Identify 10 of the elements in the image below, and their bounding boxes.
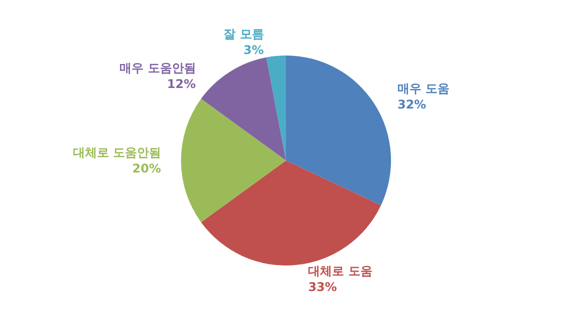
slice-label: 매우 도움 (397, 82, 450, 96)
slice-label: 매우 도움안됨 (120, 61, 196, 76)
data-label: 33% (308, 280, 337, 294)
data-label: 32% (397, 98, 426, 112)
slice-label: 대체로 도움안됨 (72, 146, 161, 160)
data-label: 20% (132, 162, 161, 176)
data-label: 12% (167, 77, 196, 92)
slice-label: 대체로 도움 (308, 264, 372, 278)
slice-label: 잘 모름 (224, 27, 264, 42)
data-label: 3% (243, 43, 264, 58)
